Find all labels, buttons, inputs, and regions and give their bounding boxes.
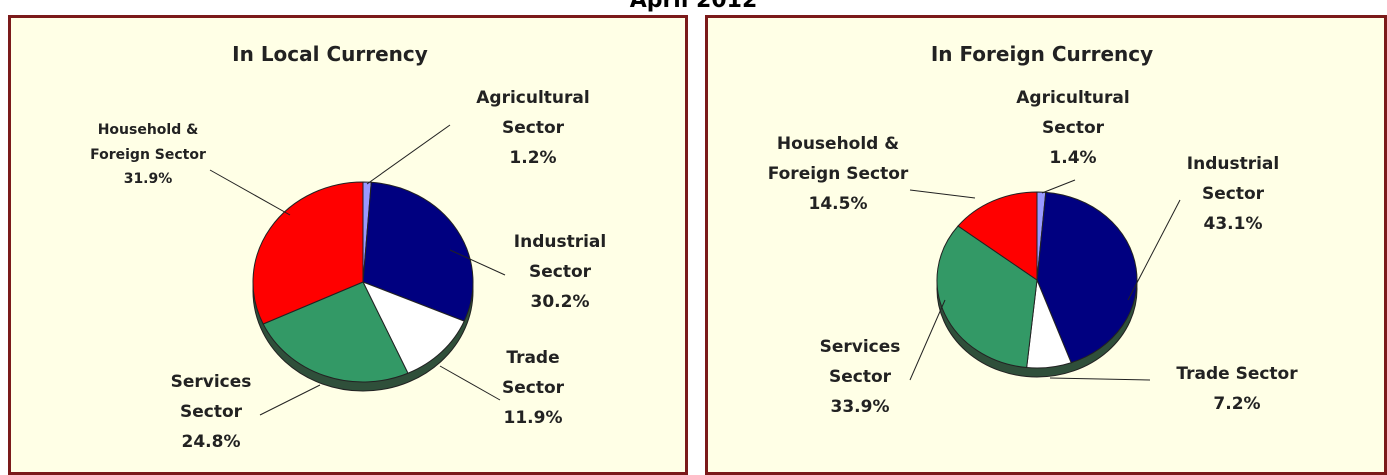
slice-label: Household & Foreign Sector 14.5%: [763, 130, 913, 219]
value-label: 30.2%: [530, 291, 590, 312]
leader-line: [909, 299, 946, 381]
pie-slice: [362, 181, 474, 322]
value-label: 43.1%: [1203, 213, 1263, 234]
slice-label: Industrial Sector 43.1%: [1173, 150, 1293, 239]
value-label: 31.9%: [123, 171, 173, 187]
slice-label: Household & Foreign Sector 31.9%: [83, 118, 213, 192]
category-label: Household & Foreign Sector: [767, 134, 909, 184]
value-label: 14.5%: [808, 193, 868, 214]
slice-label: Services Sector 24.8%: [156, 368, 266, 457]
category-label: Services Sector: [819, 337, 901, 387]
pie-slice: [252, 181, 364, 325]
pie-slice: [262, 281, 409, 383]
category-label: Industrial Sector: [1186, 154, 1280, 204]
slice-label: Services Sector 33.9%: [805, 333, 915, 422]
leader-line: [909, 189, 976, 199]
chart-title: In Local Currency: [232, 42, 428, 66]
page-title: April 2012: [629, 0, 758, 13]
category-label: Trade Sector: [501, 348, 565, 398]
value-label: 7.2%: [1213, 393, 1261, 414]
chart-title: In Foreign Currency: [930, 42, 1154, 66]
leader-line: [449, 249, 506, 276]
page: April 2012 (() => { const data = JSON.pa…: [8, 0, 1387, 475]
category-label: Household & Foreign Sector: [90, 122, 206, 163]
category-label: Agricultural Sector: [1016, 88, 1130, 138]
leader-line: [1041, 179, 1076, 194]
slice-label: Industrial Sector 30.2%: [500, 228, 620, 317]
pie-slice: [1036, 191, 1138, 364]
category-label: Trade Sector: [1176, 364, 1298, 384]
slice-label: Agricultural Sector 1.2%: [458, 84, 608, 173]
leader-line: [1127, 199, 1181, 301]
pie-slice: [936, 225, 1038, 369]
value-label: 24.8%: [181, 431, 241, 452]
value-label: 33.9%: [830, 396, 890, 417]
category-label: Agricultural Sector: [476, 88, 590, 138]
pie-slice: [361, 281, 465, 374]
leader-line: [209, 169, 291, 216]
category-label: Industrial Sector: [513, 232, 607, 282]
category-label: Services Sector: [170, 372, 252, 422]
leader-line: [1049, 377, 1151, 381]
value-label: 11.9%: [503, 407, 563, 428]
chart: [209, 124, 1181, 416]
leader-line: [439, 365, 501, 401]
leader-line: [259, 384, 321, 416]
slice-label: Trade Sector 11.9%: [483, 344, 583, 433]
value-label: 1.4%: [1049, 147, 1097, 168]
pie-slice: [957, 191, 1038, 281]
leader-line: [366, 124, 451, 185]
slice-label: Agricultural Sector 1.4%: [998, 84, 1148, 173]
value-label: 1.2%: [509, 147, 557, 168]
slice-label: Trade Sector 7.2%: [1152, 360, 1322, 420]
